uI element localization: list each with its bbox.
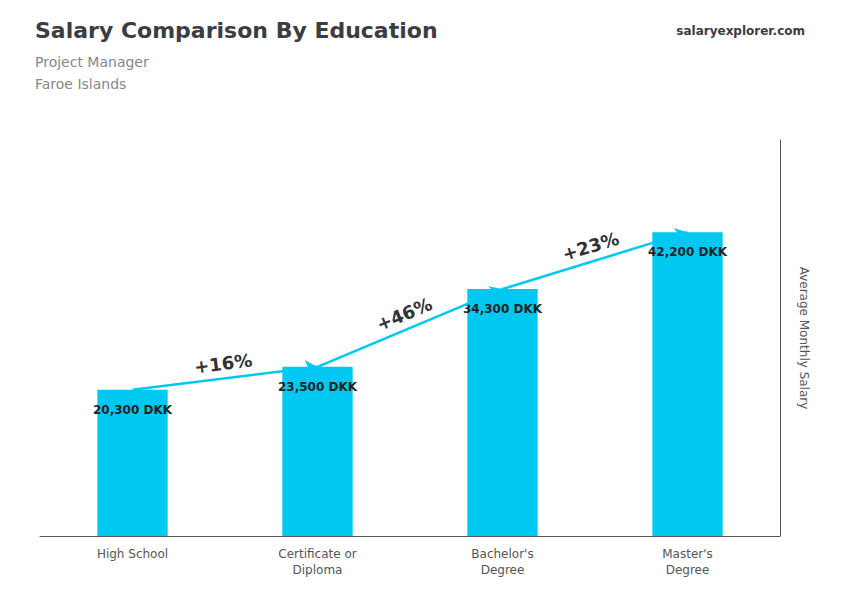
svg-text:Certificate or: Certificate or — [278, 547, 356, 561]
svg-text:+46%: +46% — [373, 293, 435, 335]
svg-text:+23%: +23% — [560, 228, 622, 265]
svg-text:Project Manager: Project Manager — [35, 54, 149, 70]
svg-text:34,300 DKK: 34,300 DKK — [463, 302, 543, 316]
svg-text:High School: High School — [97, 547, 168, 561]
svg-text:Degree: Degree — [666, 563, 710, 577]
svg-text:Diploma: Diploma — [293, 563, 343, 577]
svg-text:salaryexplorer.com: salaryexplorer.com — [676, 24, 805, 38]
svg-text:20,300 DKK: 20,300 DKK — [93, 403, 173, 417]
svg-text:Degree: Degree — [481, 563, 525, 577]
svg-text:Salary Comparison By Education: Salary Comparison By Education — [35, 18, 438, 43]
svg-text:Bachelor's: Bachelor's — [471, 547, 533, 561]
svg-text:Average Monthly Salary: Average Monthly Salary — [797, 267, 811, 410]
svg-text:Master's: Master's — [662, 547, 713, 561]
svg-text:+16%: +16% — [193, 349, 253, 377]
svg-text:Faroe Islands: Faroe Islands — [35, 76, 126, 92]
svg-text:23,500 DKK: 23,500 DKK — [278, 380, 358, 394]
svg-text:42,200 DKK: 42,200 DKK — [648, 245, 728, 259]
